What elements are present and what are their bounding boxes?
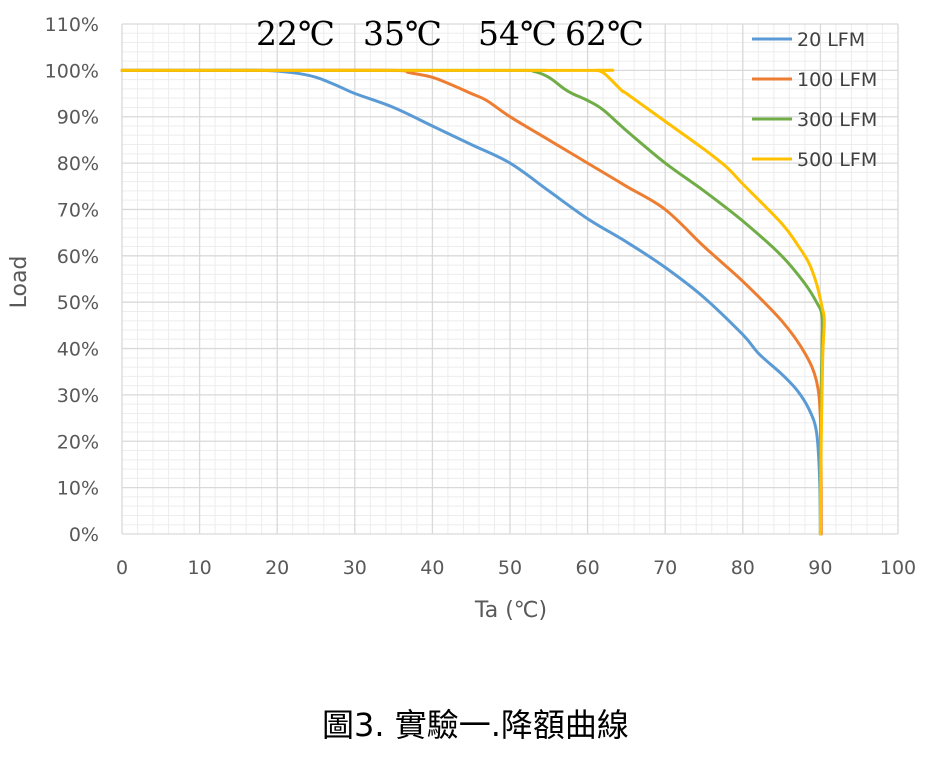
y-tick-label: 10% <box>57 478 99 500</box>
y-tick-label: 0% <box>69 524 99 546</box>
x-tick-label: 70 <box>653 557 677 579</box>
y-axis-label: Load <box>7 256 32 309</box>
y-tick-label: 100% <box>45 60 99 82</box>
series-layer <box>120 68 826 536</box>
y-tick-label: 50% <box>57 292 99 314</box>
x-tick-label: 50 <box>498 557 522 579</box>
x-tick-label: 90 <box>808 557 832 579</box>
x-tick-label: 80 <box>731 557 755 579</box>
figure-caption: 圖3. 實驗一.降額曲線 <box>322 706 629 744</box>
x-tick-label: 40 <box>420 557 444 579</box>
legend-label: 300 LFM <box>797 109 877 131</box>
y-tick-label: 40% <box>57 339 99 361</box>
y-tick-label: 110% <box>45 14 99 36</box>
x-axis-label: Ta (℃) <box>474 598 547 623</box>
x-tick-label: 30 <box>343 557 367 579</box>
y-tick-label: 60% <box>57 246 99 268</box>
x-tick-label: 60 <box>576 557 600 579</box>
derating-chart: 0% 10% 20% 30% 40% 50% 60% 70% 80% 90% 100% 110% 0 1… <box>7 14 916 623</box>
y-tick-label: 20% <box>57 431 99 453</box>
legend-label: 100 LFM <box>797 69 877 91</box>
x-tick-label: 0 <box>116 557 128 579</box>
legend-label: 20 LFM <box>797 29 865 51</box>
y-tick-label: 80% <box>57 153 99 175</box>
x-tick-label: 10 <box>188 557 212 579</box>
series-line-20-lfm <box>120 68 822 536</box>
series-line-500-lfm <box>120 68 826 536</box>
temperature-annotation: 62℃ <box>565 14 644 53</box>
y-tick-label: 90% <box>57 107 99 129</box>
y-tick-label: 30% <box>57 385 99 407</box>
major-grid <box>121 23 899 535</box>
temperature-annotation: 35℃ <box>363 14 442 53</box>
temperature-annotation: 54℃ <box>478 14 557 53</box>
y-tick-labels: 0% 10% 20% 30% 40% 50% 60% 70% 80% 90% 100% 110% <box>45 14 99 546</box>
chart-svg: 0% 10% 20% 30% 40% 50% 60% 70% 80% 90% 100% 110% 0 1… <box>7 14 916 623</box>
x-tick-label: 20 <box>265 557 289 579</box>
x-tick-labels: 0 10 20 30 40 50 60 70 80 90 100 <box>116 557 916 579</box>
x-tick-label: 100 <box>880 557 916 579</box>
temperature-annotations: 22℃ 35℃ 54℃ 62℃ <box>256 14 644 53</box>
legend: 20 LFM 100 LFM 300 LFM 500 LFM <box>752 29 877 171</box>
legend-label: 500 LFM <box>797 149 877 171</box>
y-tick-label: 70% <box>57 199 99 221</box>
temperature-annotation: 22℃ <box>256 14 335 53</box>
